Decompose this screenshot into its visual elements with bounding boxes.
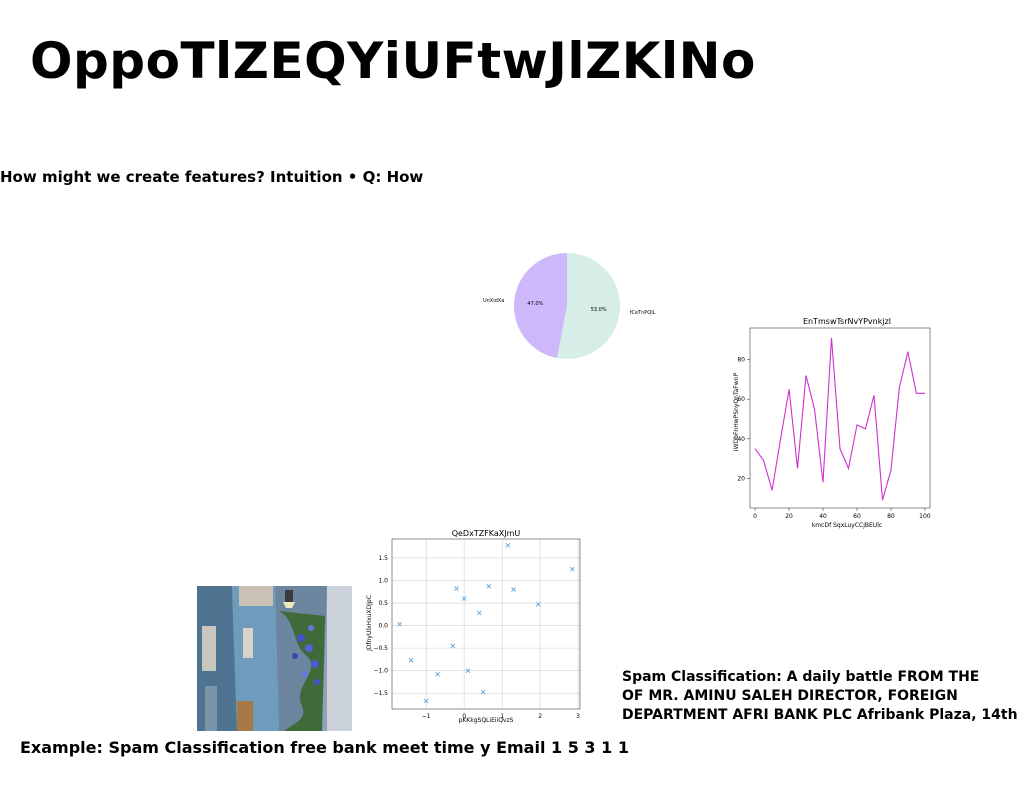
scatter-chart: QeDxTZFKaXJmU −1 0 1 2 3 −1.5 −1.0 −0.5 0.0 0.5 1.… xyxy=(366,529,581,724)
scatter-point xyxy=(465,668,471,673)
line-chart: EnTmswTsrNvYPvnkjzl 0 20 40 60 80 100 20 40 60 80… xyxy=(733,317,931,529)
pie-legend-label: fCeTnPQlL xyxy=(630,310,656,316)
y-tick-label: 0.0 xyxy=(378,623,388,630)
line-chart-frame xyxy=(749,327,931,509)
x-tick-label: 0 xyxy=(462,713,466,720)
alley-photo xyxy=(197,586,352,731)
y-tick-label: 80 xyxy=(737,357,745,364)
y-tick-label: −1.0 xyxy=(373,668,388,675)
y-tick-label: 40 xyxy=(737,436,745,443)
x-tick-label: −1 xyxy=(422,713,431,720)
x-tick-label: 100 xyxy=(919,513,931,520)
x-tick-label: 60 xyxy=(853,513,861,520)
y-tick-label: 0.5 xyxy=(378,600,388,607)
pie-pct-label: 47.0% xyxy=(527,301,543,307)
pie-chart: 53.0% fCeTnPQlL 47.0% UnXidXa xyxy=(483,253,656,359)
scatter-point xyxy=(486,584,492,589)
slide-title: OppoTlZEQYiUFtwJlZKlNo xyxy=(30,32,756,90)
scatter-point xyxy=(480,689,486,695)
pie-slice xyxy=(514,253,567,359)
x-tick-label: 80 xyxy=(887,513,895,520)
spam-text-block: Spam Classification: A daily battle FROM… xyxy=(622,668,1018,725)
scatter-point xyxy=(454,586,459,591)
scatter-point xyxy=(511,587,516,592)
spam-line: DEPARTMENT AFRI BANK PLC Afribank Plaza,… xyxy=(622,707,1018,723)
y-tick-label: −0.5 xyxy=(373,645,388,652)
y-tick-label: 60 xyxy=(737,396,745,403)
line-chart-title: EnTmswTsrNvYPvnkjzl xyxy=(803,317,891,326)
x-tick-label: 20 xyxy=(785,513,793,520)
x-tick-label: 1 xyxy=(500,713,504,720)
x-tick-label: 2 xyxy=(538,713,542,720)
line-chart-xlabel: kmcDf SqxLuyCCjBEUlc xyxy=(812,522,882,529)
y-tick-label: 1.0 xyxy=(378,577,388,584)
y-tick-label: 1.5 xyxy=(378,555,388,562)
scatter-point xyxy=(461,596,467,601)
spam-line: OF MR. AMINU SALEH DIRECTOR, FOREIGN xyxy=(622,688,958,704)
x-tick-label: 40 xyxy=(819,513,827,520)
line-chart-ylabel: iWDbFnHwPSnyQnTaFwnP xyxy=(733,373,740,452)
scatter-point xyxy=(408,657,414,663)
slide-subtitle: How might we create features? Intuition … xyxy=(0,168,424,186)
line-series xyxy=(754,337,925,501)
scatter-point xyxy=(397,621,402,627)
scatter-point xyxy=(505,542,511,548)
scatter-chart-xlabel: pKKkgSQLiEiiQvzS xyxy=(459,717,514,724)
scatter-point xyxy=(477,610,482,616)
pie-pct-label: 53.0% xyxy=(591,307,607,313)
scatter-point xyxy=(535,602,541,607)
scatter-point xyxy=(450,643,456,649)
scatter-point xyxy=(423,698,429,704)
scatter-point xyxy=(570,566,575,572)
y-tick-label: −1.5 xyxy=(373,690,388,697)
scatter-chart-ylabel: JDfnyUlxHxuXDJpC xyxy=(366,595,373,652)
spam-line: Spam Classification: A daily battle FROM… xyxy=(622,669,980,685)
scatter-chart-title: QeDxTZFKaXJmU xyxy=(452,529,521,538)
x-tick-label: 0 xyxy=(753,513,757,520)
pie-slice xyxy=(557,253,620,359)
y-tick-label: 20 xyxy=(737,475,745,482)
example-text: Example: Spam Classification free bank m… xyxy=(20,738,629,757)
scatter-point xyxy=(435,671,440,677)
scatter-chart-frame xyxy=(391,538,581,710)
x-tick-label: 3 xyxy=(576,713,580,720)
pie-legend-label: UnXidXa xyxy=(483,298,504,304)
